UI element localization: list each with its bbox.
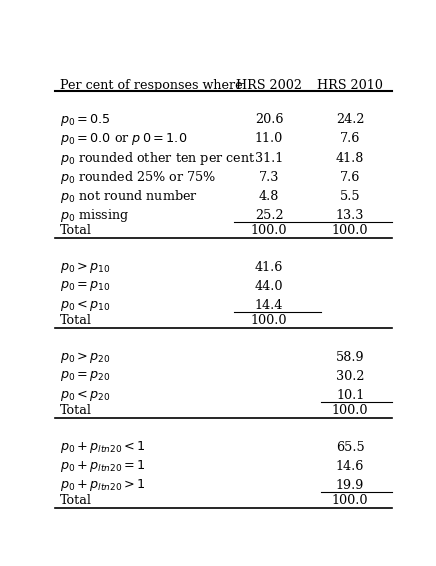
Text: Total: Total: [60, 494, 92, 507]
Text: $p_0 > p_{20}$: $p_0 > p_{20}$: [60, 350, 110, 365]
Text: 14.6: 14.6: [336, 460, 364, 473]
Text: 31.1: 31.1: [255, 152, 283, 165]
Text: $p_0 + p_{ltn20} < 1$: $p_0 + p_{ltn20} < 1$: [60, 439, 146, 455]
Text: Per cent of responses where: Per cent of responses where: [60, 79, 242, 92]
Text: 44.0: 44.0: [255, 280, 283, 293]
Text: $p_0 = 0.5$: $p_0 = 0.5$: [60, 112, 110, 128]
Text: 25.2: 25.2: [255, 209, 283, 222]
Text: 100.0: 100.0: [251, 314, 287, 327]
Text: HRS 2010: HRS 2010: [317, 79, 383, 92]
Text: $p_0 = 0.0$ or $p\,0 = 1.0$: $p_0 = 0.0$ or $p\,0 = 1.0$: [60, 131, 187, 147]
Text: 13.3: 13.3: [336, 209, 364, 222]
Text: 41.8: 41.8: [336, 152, 364, 165]
Text: $p_0$ not round number: $p_0$ not round number: [60, 188, 198, 205]
Text: 7.6: 7.6: [340, 171, 360, 184]
Text: 20.6: 20.6: [255, 113, 283, 126]
Text: 7.3: 7.3: [259, 171, 279, 184]
Text: 65.5: 65.5: [336, 440, 364, 453]
Text: Total: Total: [60, 224, 92, 237]
Text: $p_0$ rounded other ten per cent: $p_0$ rounded other ten per cent: [60, 149, 255, 166]
Text: HRS 2002: HRS 2002: [236, 79, 302, 92]
Text: $p_0 = p_{10}$: $p_0 = p_{10}$: [60, 280, 110, 293]
Text: 100.0: 100.0: [332, 494, 368, 507]
Text: 5.5: 5.5: [340, 190, 361, 203]
Text: $p_0$ rounded 25% or 75%: $p_0$ rounded 25% or 75%: [60, 169, 216, 186]
Text: 4.8: 4.8: [259, 190, 279, 203]
Text: Total: Total: [60, 404, 92, 417]
Text: 14.4: 14.4: [255, 299, 283, 312]
Text: 30.2: 30.2: [336, 370, 364, 383]
Text: $p_0 < p_{10}$: $p_0 < p_{10}$: [60, 298, 110, 313]
Text: $p_0 + p_{ltn20} > 1$: $p_0 + p_{ltn20} > 1$: [60, 478, 146, 494]
Text: 24.2: 24.2: [336, 113, 364, 126]
Text: $p_0$ missing: $p_0$ missing: [60, 207, 129, 224]
Text: 41.6: 41.6: [255, 261, 283, 274]
Text: $p_0 > p_{10}$: $p_0 > p_{10}$: [60, 260, 110, 275]
Text: 100.0: 100.0: [251, 224, 287, 237]
Text: 10.1: 10.1: [336, 389, 364, 402]
Text: 7.6: 7.6: [340, 132, 360, 145]
Text: $p_0 = p_{20}$: $p_0 = p_{20}$: [60, 370, 110, 383]
Text: 58.9: 58.9: [336, 351, 364, 364]
Text: 100.0: 100.0: [332, 224, 368, 237]
Text: $p_0 < p_{20}$: $p_0 < p_{20}$: [60, 388, 110, 403]
Text: 19.9: 19.9: [336, 479, 364, 492]
Text: $p_0 + p_{ltn20} = 1$: $p_0 + p_{ltn20} = 1$: [60, 458, 146, 474]
Text: Total: Total: [60, 314, 92, 327]
Text: 11.0: 11.0: [255, 132, 283, 145]
Text: 100.0: 100.0: [332, 404, 368, 417]
